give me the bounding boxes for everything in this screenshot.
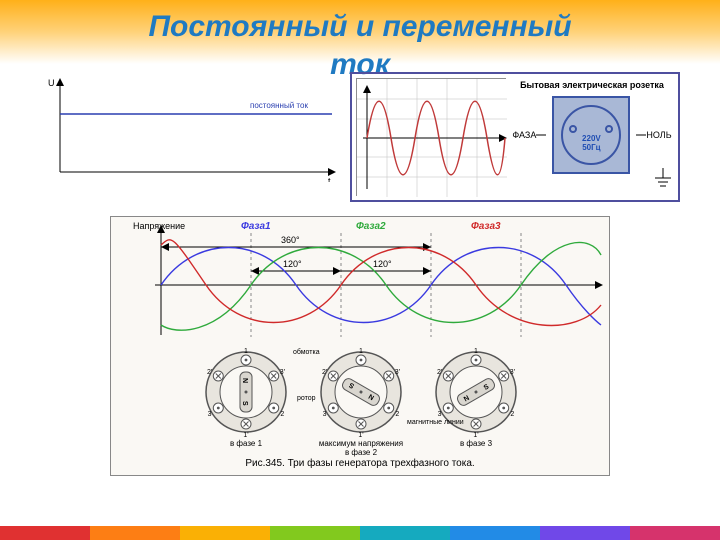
dc-legend: постоянный ток bbox=[250, 101, 308, 110]
dc-y-label: U bbox=[48, 78, 55, 88]
svg-text:3': 3' bbox=[395, 369, 400, 376]
deg-360: 360° bbox=[281, 235, 300, 245]
outlet-hole-left bbox=[569, 125, 577, 133]
svg-text:1: 1 bbox=[244, 348, 248, 355]
svg-text:3: 3 bbox=[323, 411, 327, 418]
oscilloscope-chart bbox=[356, 78, 506, 196]
null-label: НОЛЬ bbox=[646, 130, 671, 140]
svg-text:1': 1' bbox=[473, 432, 478, 437]
title-l1: Постоянный и переменный bbox=[148, 10, 571, 43]
svg-text:N: N bbox=[241, 378, 248, 383]
svg-text:3': 3' bbox=[510, 369, 515, 376]
svg-text:3: 3 bbox=[208, 411, 212, 418]
svg-text:1: 1 bbox=[474, 348, 478, 355]
anno-field: магнитные линии bbox=[407, 419, 464, 426]
phase-label: ФАЗА bbox=[512, 130, 536, 140]
svg-text:S: S bbox=[241, 401, 248, 406]
socket-title: Бытовая электрическая розетка bbox=[520, 80, 664, 90]
svg-text:2: 2 bbox=[280, 411, 284, 418]
outlet-icon: 220V50Гц bbox=[552, 96, 630, 174]
svg-text:1: 1 bbox=[359, 348, 363, 355]
outlet-hole-right bbox=[605, 125, 613, 133]
svg-text:3: 3 bbox=[438, 411, 442, 418]
outlet-rating: 220V50Гц bbox=[563, 135, 619, 153]
dc-x-label: t bbox=[328, 176, 331, 182]
phase2-wave bbox=[161, 243, 601, 331]
svg-text:2': 2' bbox=[322, 369, 327, 376]
rotor2-caption: максимум напряжения в фазе 2 bbox=[316, 439, 406, 457]
svg-text:1': 1' bbox=[243, 432, 248, 437]
rotor-1: 1 2 3 1' 2' 3' N S bbox=[201, 347, 291, 437]
dc-current-chart: U t постоянный ток bbox=[40, 72, 340, 182]
deg-120b: 120° bbox=[373, 259, 392, 269]
three-phase-figure: Фаза1 Фаза2 Фаза3 Напряжение 360° 120° 1… bbox=[110, 216, 610, 476]
rotor3-caption: в фазе 3 bbox=[431, 439, 521, 448]
rotor1-caption: в фазе 1 bbox=[201, 439, 291, 448]
rainbow-footer bbox=[0, 526, 720, 540]
socket-panel: Бытовая электрическая розетка ФАЗА 220V5… bbox=[350, 72, 680, 202]
deg-120a: 120° bbox=[283, 259, 302, 269]
figure-caption: Рис.345. Три фазы генератора трехфазного… bbox=[111, 458, 609, 469]
svg-text:2': 2' bbox=[207, 369, 212, 376]
svg-text:2: 2 bbox=[395, 411, 399, 418]
svg-text:1': 1' bbox=[358, 432, 363, 437]
svg-text:3': 3' bbox=[280, 369, 285, 376]
svg-text:2': 2' bbox=[437, 369, 442, 376]
anno-winding: обмотка bbox=[293, 349, 320, 356]
anno-rotor: ротор bbox=[297, 395, 316, 402]
svg-text:2: 2 bbox=[510, 411, 514, 418]
row-1: U t постоянный ток Бытовая bbox=[0, 64, 720, 202]
rotor-2: 1231'2'3' N S bbox=[316, 347, 406, 437]
ground-icon bbox=[654, 168, 672, 190]
